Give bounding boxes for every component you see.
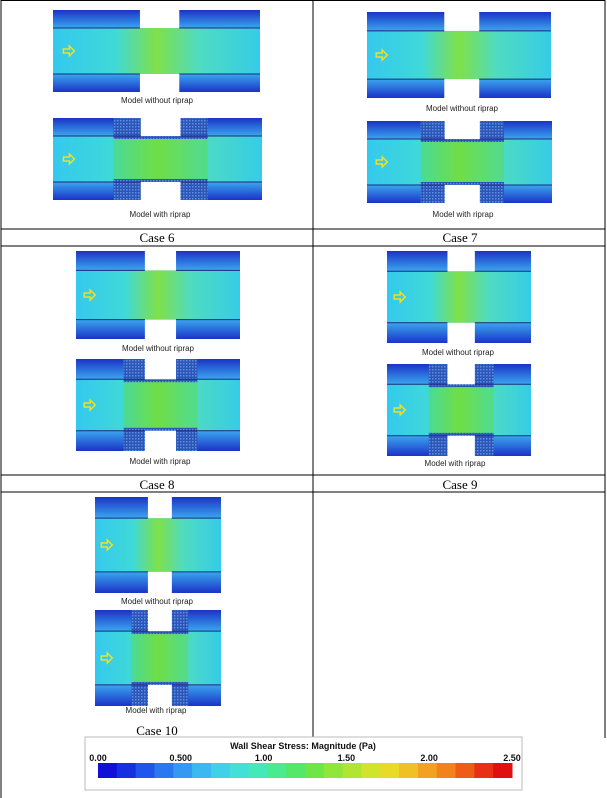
pier-notch — [139, 73, 180, 92]
flow-panel — [53, 118, 262, 200]
legend-swatch — [361, 763, 381, 778]
legend-swatch — [455, 763, 475, 778]
legend-swatch — [417, 763, 438, 778]
flow-panel — [387, 251, 531, 343]
riprap — [131, 634, 189, 682]
legend-swatch — [173, 763, 193, 778]
riprap — [113, 139, 208, 179]
pier-notch — [139, 10, 180, 29]
flow-arrow — [393, 403, 407, 417]
riprap — [123, 382, 198, 428]
pier-notch — [147, 497, 172, 519]
legend-swatch — [399, 763, 419, 778]
panel-caption: Model without riprap — [122, 344, 195, 353]
flow-panel — [367, 12, 551, 98]
pier-notch — [147, 571, 172, 593]
legend-swatch — [436, 763, 457, 778]
flow-arrow — [62, 44, 76, 58]
case-label: Case 10 — [136, 723, 178, 738]
pier-notch — [444, 79, 480, 98]
flow-arrow — [83, 398, 97, 412]
legend-tick-label: 2.50 — [503, 753, 521, 763]
flow-panel — [76, 359, 240, 451]
legend-swatch — [380, 763, 400, 778]
legend-tick-label: 2.00 — [420, 753, 438, 763]
pier-notch — [140, 118, 181, 137]
flow-arrow — [393, 290, 407, 304]
pier-notch — [144, 359, 177, 380]
flow-arrow — [62, 152, 76, 166]
panel-caption: Model without riprap — [422, 348, 495, 357]
riprap — [428, 387, 494, 433]
pier-notch — [147, 684, 172, 706]
legend-swatch — [192, 763, 212, 778]
legend-swatch — [323, 763, 344, 778]
pier-notch — [144, 251, 177, 271]
pier-notch — [447, 322, 475, 343]
legend-swatch — [474, 763, 494, 778]
flow-panel — [367, 121, 552, 203]
flow-arrow — [83, 288, 97, 302]
legend-tick-label: 0.500 — [170, 753, 193, 763]
case-label: Case 6 — [139, 230, 175, 245]
panel-caption: Model without riprap — [426, 104, 499, 113]
legend-swatch — [305, 763, 325, 778]
pier-notch — [444, 12, 480, 31]
pier-notch — [447, 251, 475, 272]
panel-caption: Model with riprap — [126, 706, 187, 715]
case-label: Case 8 — [139, 477, 174, 492]
legend-swatch — [135, 763, 155, 778]
legend-swatch — [493, 763, 513, 778]
pier-notch — [144, 319, 177, 339]
legend-tick-label: 1.00 — [255, 753, 273, 763]
pier-notch — [444, 121, 480, 140]
flow-arrow — [375, 155, 389, 169]
legend-swatch — [154, 763, 174, 778]
flow-panel — [76, 251, 240, 339]
panel-caption: Model without riprap — [121, 96, 194, 105]
legend-swatch — [98, 763, 118, 778]
flow-panel — [95, 610, 221, 706]
flow-arrow — [375, 48, 389, 62]
flow-panel — [95, 497, 221, 593]
flow-arrow — [100, 538, 114, 552]
panel-caption: Model with riprap — [425, 459, 486, 468]
legend-tick-label: 0.00 — [89, 753, 107, 763]
pier-notch — [144, 430, 177, 451]
case-label: Case 9 — [442, 477, 477, 492]
pier-notch — [447, 435, 475, 456]
panel-caption: Model with riprap — [130, 210, 191, 219]
case-label: Case 7 — [442, 230, 478, 245]
riprap — [420, 142, 504, 182]
flow-arrow — [100, 651, 114, 665]
pier-notch — [447, 364, 475, 385]
pier-notch — [140, 181, 181, 200]
pier-notch — [147, 610, 172, 632]
legend-swatch — [342, 763, 362, 778]
panel-caption: Model with riprap — [433, 210, 494, 219]
legend-swatch — [267, 763, 287, 778]
legend-swatch — [116, 763, 137, 778]
pier-notch — [444, 184, 480, 203]
legend-swatch — [210, 763, 231, 778]
flow-panel — [53, 10, 260, 92]
legend-swatch — [286, 763, 306, 778]
legend-title: Wall Shear Stress: Magnitude (Pa) — [230, 741, 376, 751]
panel-caption: Model without riprap — [121, 597, 194, 606]
panel-caption: Model with riprap — [130, 457, 191, 466]
legend-swatch — [248, 763, 268, 778]
legend-swatch — [229, 763, 250, 778]
legend-tick-label: 1.50 — [338, 753, 356, 763]
flow-panel — [387, 364, 531, 456]
